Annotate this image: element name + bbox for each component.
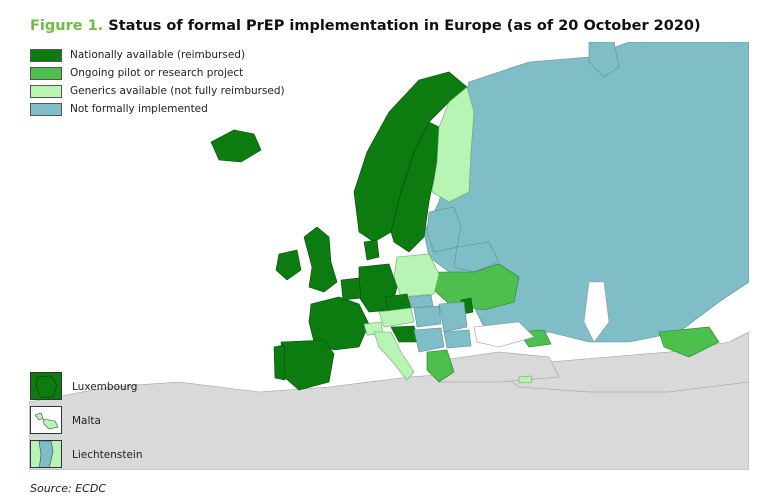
iceland [210, 129, 262, 163]
legend-item-pilot: Ongoing pilot or research project [30, 64, 285, 82]
inset-liechtenstein [30, 440, 62, 468]
inset-label-luxembourg: Luxembourg [72, 381, 138, 393]
austria [378, 307, 415, 328]
luxembourg-shape [31, 373, 61, 399]
legend-swatch [30, 102, 62, 116]
kazakhstan-pilot [658, 326, 720, 358]
baltics [426, 206, 462, 253]
ukraine-pilot [433, 263, 520, 311]
finland [431, 86, 475, 203]
belarus [453, 241, 500, 273]
malta-shape [34, 412, 59, 430]
denmark [363, 239, 380, 261]
inset-luxembourg [30, 372, 62, 400]
portugal [273, 344, 286, 381]
caspian-sea [583, 281, 610, 343]
figure-title: Figure 1. Status of formal PrEP implemen… [30, 18, 701, 34]
legend-label: Generics available (not fully reimbursed… [70, 85, 285, 97]
inset-malta [30, 406, 62, 434]
legend-swatch [30, 48, 62, 62]
black-sea [473, 321, 535, 348]
legend-label: Ongoing pilot or research project [70, 67, 244, 79]
map-svg [29, 42, 749, 470]
legend-item-generics: Generics available (not fully reimbursed… [30, 82, 285, 100]
poland [393, 253, 440, 298]
legend-swatch [30, 84, 62, 98]
sweden [390, 121, 440, 253]
slovakia [408, 294, 434, 309]
ireland [275, 249, 302, 281]
bulgaria [443, 329, 472, 349]
inset-label-malta: Malta [72, 415, 101, 427]
legend-item-nationally-available: Nationally available (reimbursed) [30, 46, 285, 64]
hungary [413, 305, 442, 328]
liechtenstein-shape [31, 441, 61, 467]
legend-label: Nationally available (reimbursed) [70, 49, 246, 61]
greece [426, 349, 455, 383]
middle-east-land [498, 331, 749, 393]
inset-label-liechtenstein: Liechtenstein [72, 449, 143, 461]
legend-item-not-implemented: Not formally implemented [30, 100, 285, 118]
europe-map [29, 42, 749, 470]
source-note: Source: ECDC [30, 482, 107, 495]
legend-swatch [30, 66, 62, 80]
cyprus [518, 375, 533, 384]
italy [373, 331, 415, 381]
uk [303, 226, 338, 293]
legend-label: Not formally implemented [70, 103, 208, 115]
figure-number: Figure 1. [30, 18, 104, 34]
novaya-zemlya [588, 42, 620, 78]
benelux [340, 277, 362, 301]
map-legend: Nationally available (reimbursed) Ongoin… [30, 46, 285, 118]
serbia-bosnia [413, 327, 445, 353]
spain [280, 339, 335, 391]
figure-title-text: Status of formal PrEP implementation in … [108, 18, 701, 34]
romania [438, 301, 468, 333]
